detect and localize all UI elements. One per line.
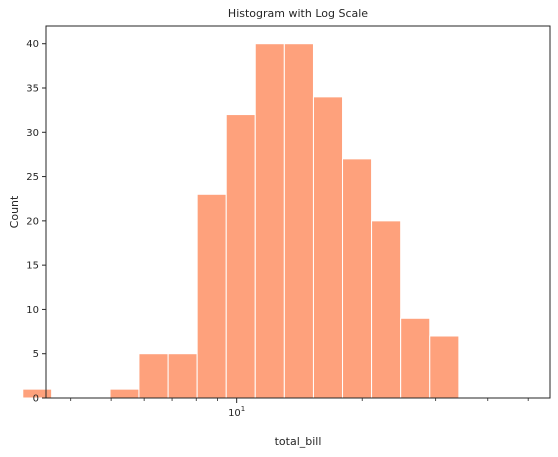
histogram-bar bbox=[109, 388, 140, 399]
histogram-bar bbox=[283, 43, 314, 399]
histogram-bar bbox=[167, 353, 198, 399]
y-tick-label: 5 bbox=[33, 349, 39, 360]
x-axis: 101 bbox=[70, 398, 529, 419]
y-axis: 0 5 10 15 20 25 30 35 40 bbox=[26, 39, 46, 405]
histogram-bar bbox=[312, 96, 344, 399]
histogram-bar bbox=[371, 220, 402, 399]
bars-group bbox=[22, 43, 460, 399]
histogram-bar bbox=[254, 43, 285, 399]
plot-frame bbox=[45, 25, 551, 399]
y-axis-label: Count bbox=[8, 195, 21, 228]
y-tick-label: 15 bbox=[26, 261, 39, 272]
y-tick-label: 10 bbox=[26, 305, 39, 316]
histogram-bar bbox=[138, 353, 169, 399]
histogram-bar bbox=[400, 317, 431, 399]
histogram-bar bbox=[342, 158, 373, 399]
y-tick-label: 20 bbox=[26, 216, 39, 227]
y-tick-label: 0 bbox=[33, 394, 39, 405]
y-tick-label: 35 bbox=[26, 84, 39, 95]
y-tick-label: 25 bbox=[26, 172, 39, 183]
chart-title: Histogram with Log Scale bbox=[228, 7, 368, 20]
histogram-bar bbox=[225, 114, 256, 399]
x-tick-label: 101 bbox=[228, 405, 245, 419]
histogram-bar bbox=[429, 335, 460, 399]
y-tick-label: 40 bbox=[26, 39, 39, 50]
histogram-bar bbox=[22, 388, 53, 399]
y-tick-label: 30 bbox=[26, 128, 39, 139]
x-axis-label: total_bill bbox=[275, 435, 322, 448]
histogram-bar bbox=[196, 193, 227, 399]
